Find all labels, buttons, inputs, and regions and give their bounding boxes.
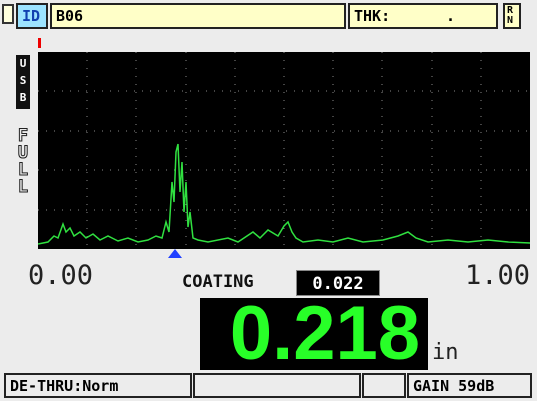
scope-grid — [38, 52, 530, 249]
status-empty — [193, 373, 361, 398]
usb-letter: B — [19, 91, 27, 104]
waveform — [38, 143, 530, 245]
usb-indicator: U S B — [16, 55, 30, 109]
gain-status: GAIN 59dB — [407, 373, 532, 398]
mode-status: DE-THRU:Norm — [4, 373, 192, 398]
coating-label: COATING — [182, 272, 254, 292]
gate-pointer — [168, 249, 182, 258]
flag-letter: N — [507, 15, 514, 26]
range-letter: U — [17, 143, 29, 163]
thk-box: THK: . — [348, 3, 498, 29]
coating-value: 0.022 — [296, 270, 380, 296]
scale-min: 0.00 — [28, 260, 94, 291]
flag-box: R N — [503, 3, 521, 29]
status-empty — [362, 373, 406, 398]
scope-background — [38, 52, 530, 249]
thk-label: THK: — [354, 7, 391, 25]
flag-letter: R — [507, 5, 514, 16]
range-letter: L — [17, 177, 29, 197]
gate-marker — [38, 38, 41, 48]
range-letter: L — [17, 160, 29, 180]
reading-unit: in — [432, 340, 459, 365]
range-indicator: F U L L — [16, 126, 30, 197]
id-label: ID — [16, 3, 48, 29]
usb-letter: S — [19, 74, 27, 87]
status-icon — [2, 4, 14, 24]
id-value: B06 — [50, 3, 346, 29]
usb-letter: U — [19, 57, 27, 70]
thk-value: . — [446, 7, 456, 25]
scale-max: 1.00 — [464, 260, 530, 291]
range-letter: F — [17, 126, 29, 146]
thickness-reading: 0.218 — [200, 296, 428, 372]
waveform-display — [38, 52, 530, 249]
